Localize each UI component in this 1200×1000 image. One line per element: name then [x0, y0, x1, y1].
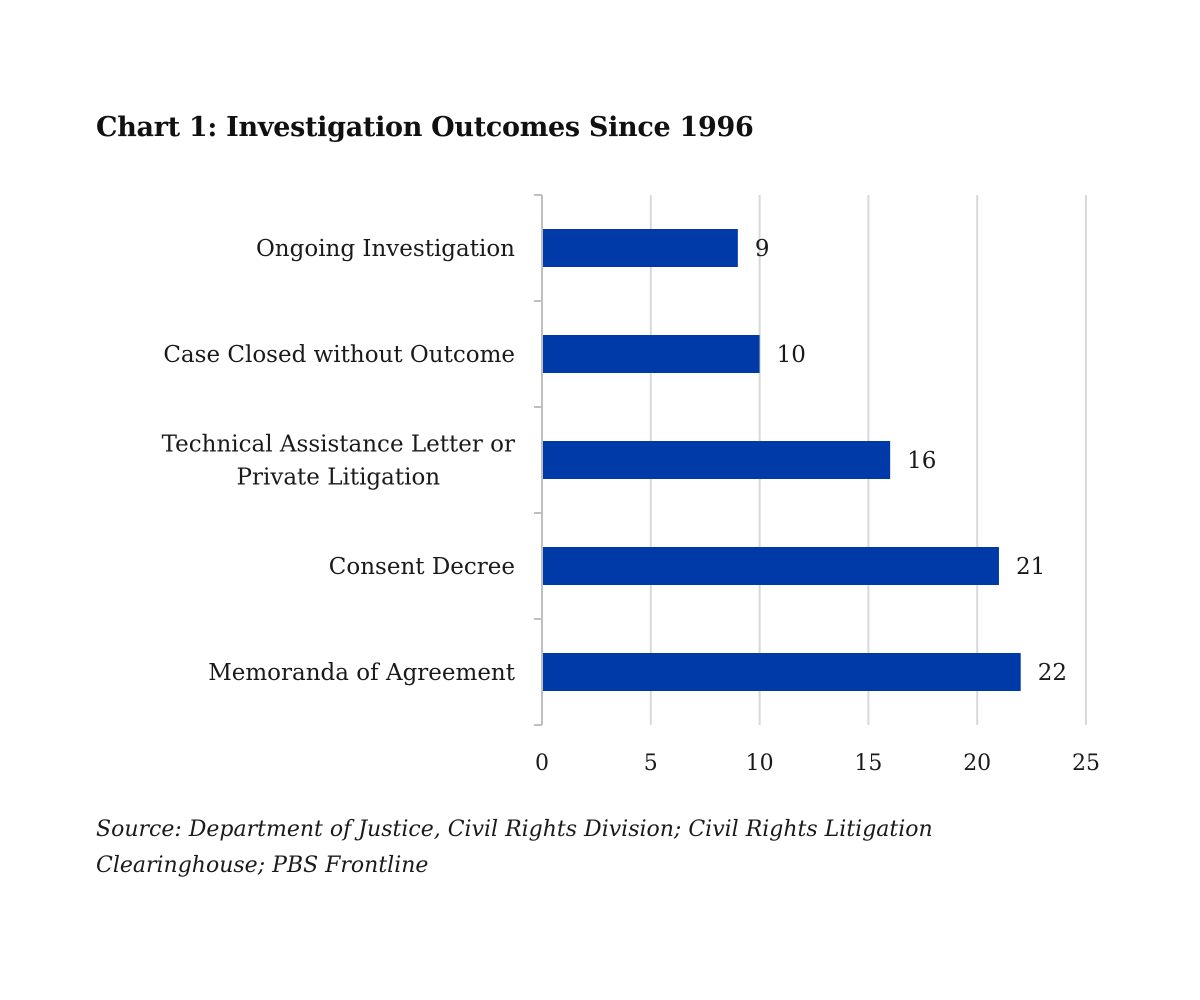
- x-tick-label: 25: [1072, 751, 1100, 776]
- chart-title: Chart 1: Investigation Outcomes Since 19…: [96, 112, 754, 143]
- bar: [543, 441, 891, 479]
- category-label: Memoranda of Agreement: [208, 660, 516, 686]
- x-tick-label: 0: [535, 751, 549, 776]
- category-label: Consent Decree: [329, 554, 515, 580]
- category-label: Technical Assistance Letter or Private Li…: [162, 432, 515, 491]
- bar: [543, 547, 999, 585]
- category-label: Ongoing Investigation: [256, 236, 515, 262]
- bar: [543, 335, 760, 373]
- data-label: 10: [777, 342, 806, 368]
- bar: [543, 229, 738, 267]
- x-tick-label: 20: [963, 751, 991, 776]
- x-tick-label: 10: [746, 751, 774, 776]
- data-label: 21: [1016, 554, 1045, 580]
- data-label: 16: [907, 448, 936, 474]
- data-label: 22: [1038, 660, 1067, 686]
- data-label: 9: [755, 236, 770, 262]
- source-note: Source: Department of Justice, Civil Rig…: [96, 817, 933, 878]
- x-tick-label: 15: [854, 751, 882, 776]
- category-label: Case Closed without Outcome: [163, 342, 515, 368]
- bar: [543, 653, 1021, 691]
- x-tick-label: 5: [644, 751, 658, 776]
